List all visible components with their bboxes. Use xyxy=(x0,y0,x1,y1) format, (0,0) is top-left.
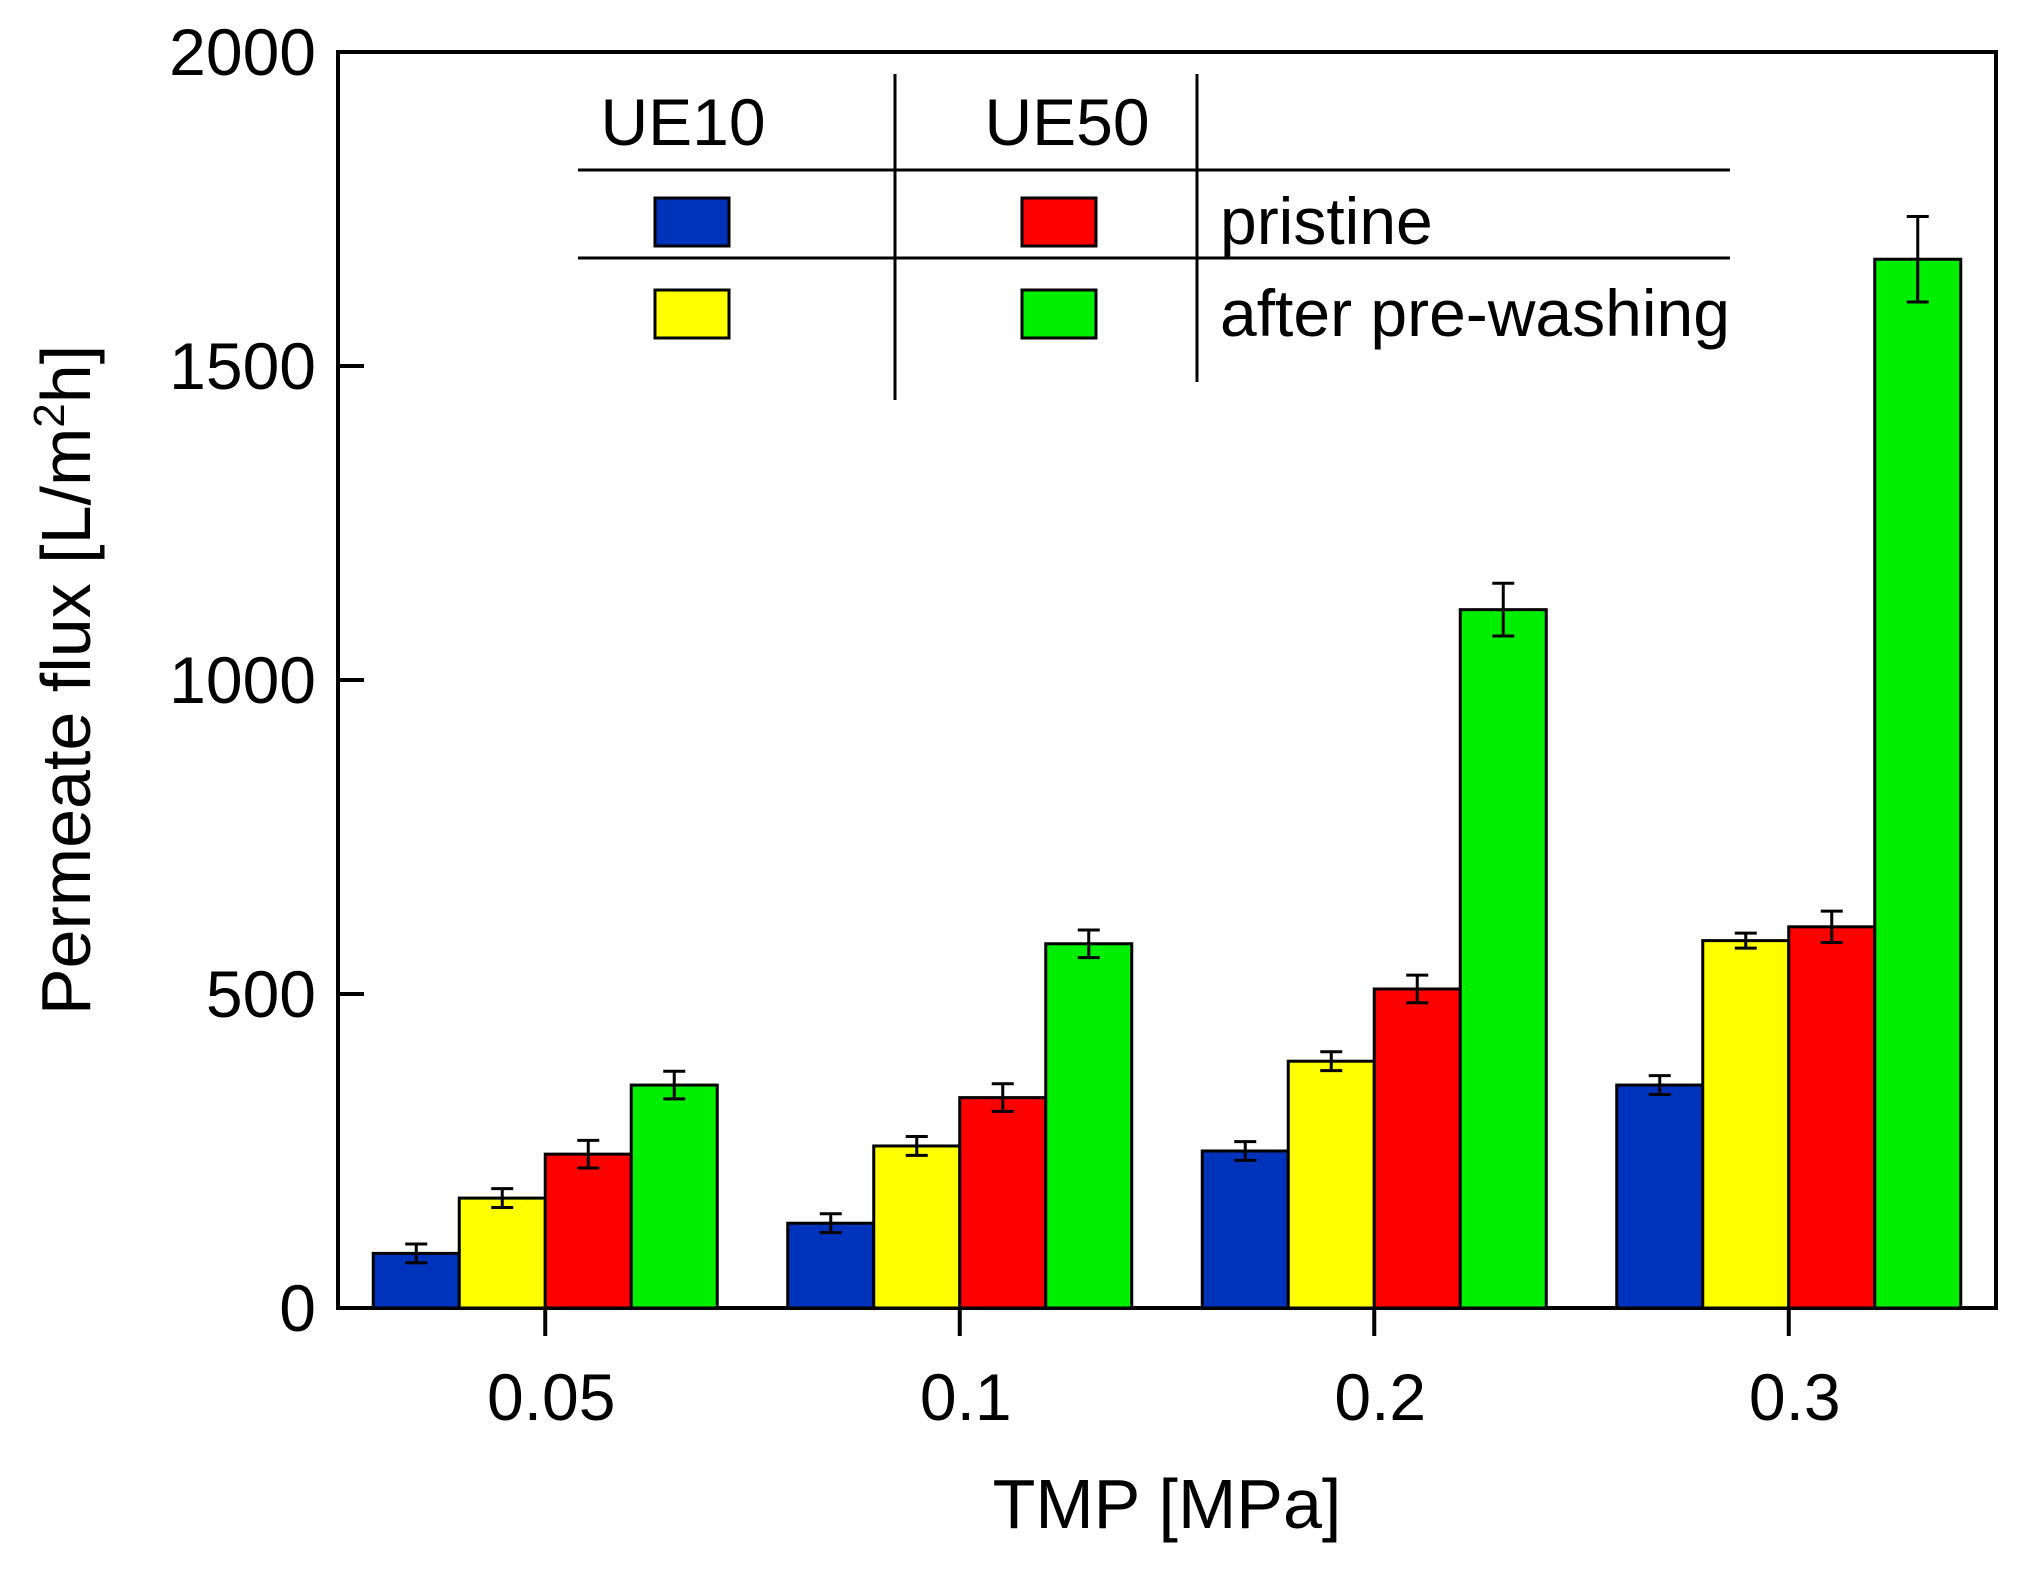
error-bars-layer xyxy=(405,215,1929,1265)
bar xyxy=(958,1096,1048,1310)
legend-header-ue10: UE10 xyxy=(600,85,765,159)
bar xyxy=(1615,1083,1705,1310)
bar xyxy=(786,1221,876,1310)
y-tick-label: 500 xyxy=(206,957,316,1031)
bar xyxy=(543,1152,633,1310)
y-tick-label: 1500 xyxy=(169,329,316,403)
legend-swatch-ue10-pristine xyxy=(653,196,731,248)
x-axis-label: TMP [MPa] xyxy=(993,1465,1342,1543)
bar xyxy=(1701,939,1791,1310)
y-tick-label: 2000 xyxy=(169,15,316,89)
bar xyxy=(872,1144,962,1310)
x-tick-label: 0.05 xyxy=(487,1360,615,1434)
legend-label-pristine: pristine xyxy=(1220,184,1433,258)
bar xyxy=(1286,1059,1376,1310)
bar xyxy=(1044,942,1134,1310)
bar xyxy=(1372,987,1462,1310)
bar xyxy=(1787,925,1877,1310)
x-tick-label: 0.1 xyxy=(920,1360,1012,1434)
x-tick-label: 0.2 xyxy=(1334,1360,1426,1434)
bar xyxy=(629,1083,719,1310)
legend-header-ue50: UE50 xyxy=(984,85,1149,159)
bar xyxy=(1873,257,1963,1310)
y-tick-label: 0 xyxy=(279,1271,316,1345)
bars-layer xyxy=(371,257,1963,1310)
legend-label-prewashing: after pre-washing xyxy=(1220,276,1730,350)
bar xyxy=(1200,1149,1290,1310)
bar xyxy=(1458,608,1548,1310)
legend-swatch-ue50-prewashed xyxy=(1020,288,1098,340)
x-tick-label: 0.3 xyxy=(1749,1360,1841,1434)
legend: UE10 UE50 pristine after pre-washing xyxy=(578,74,1730,400)
x-axis: 0.05 0.1 0.2 0.3 xyxy=(487,1308,1841,1434)
legend-swatch-ue10-prewashed xyxy=(653,288,731,340)
bar xyxy=(457,1196,547,1310)
y-axis-label: Permeate flux [L/m2h] xyxy=(25,345,105,1015)
y-tick-label: 1000 xyxy=(169,643,316,717)
y-axis: 0 500 1000 1500 2000 xyxy=(169,15,364,1345)
legend-swatch-ue50-pristine xyxy=(1020,196,1098,248)
